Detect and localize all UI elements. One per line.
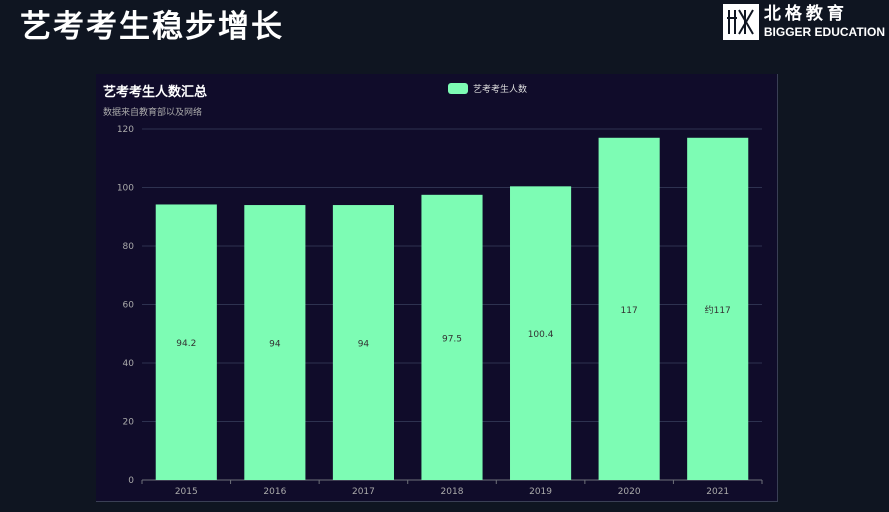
y-tick-label: 120 [117, 125, 134, 135]
chart-legend[interactable]: 艺考考生人数 [448, 82, 527, 95]
bar-chart: 0 20 40 60 80 100 120 94.2 2015 94 2016 94 2017 97.5 2… [117, 125, 763, 497]
data-label: 94 [358, 340, 370, 350]
x-tick-label: 2017 [352, 487, 375, 497]
logo-name-cn: 北格教育 [763, 4, 848, 24]
bar [598, 137, 660, 480]
bar [332, 205, 394, 481]
legend-swatch [448, 83, 468, 94]
bar [421, 194, 483, 480]
bar [510, 186, 572, 480]
chart-subtitle: 数据来自教育部以及网络 [103, 108, 203, 118]
y-tick-label: 20 [123, 418, 135, 428]
x-tick-label: 2015 [175, 487, 198, 497]
y-tick-label: 80 [123, 242, 135, 252]
data-label: 97.5 [442, 334, 462, 344]
slide-title: 艺考考生稳步增长 [20, 9, 284, 45]
y-tick-label: 0 [128, 476, 134, 486]
y-tick-label: 40 [123, 359, 135, 369]
chart-panel: 艺考考生人数汇总 数据来自教育部以及网络 艺考考生人数 0 20 40 60 80 100… [96, 74, 778, 502]
data-label: 94 [269, 340, 281, 350]
bar [155, 204, 217, 480]
x-tick-label: 2021 [706, 487, 729, 497]
legend-label: 艺考考生人数 [473, 85, 528, 95]
data-label: 94.2 [176, 339, 196, 349]
brand-logo: 北格教育 BIGGER EDUCATION [722, 4, 885, 40]
x-tick-label: 2016 [263, 487, 286, 497]
data-label: 117 [621, 306, 638, 316]
bar [244, 205, 306, 481]
data-label: 100.4 [528, 330, 554, 340]
logo-mark-icon [722, 4, 759, 40]
x-tick-label: 2018 [441, 487, 464, 497]
x-tick-label: 2020 [618, 487, 641, 497]
data-label: 约117 [705, 304, 731, 316]
x-tick-label: 2019 [529, 487, 552, 497]
y-tick-label: 100 [117, 184, 134, 194]
bar [687, 137, 749, 480]
y-tick-label: 60 [123, 301, 135, 311]
chart-title: 艺考考生人数汇总 [103, 85, 208, 100]
logo-name-en: BIGGER EDUCATION [763, 25, 885, 39]
